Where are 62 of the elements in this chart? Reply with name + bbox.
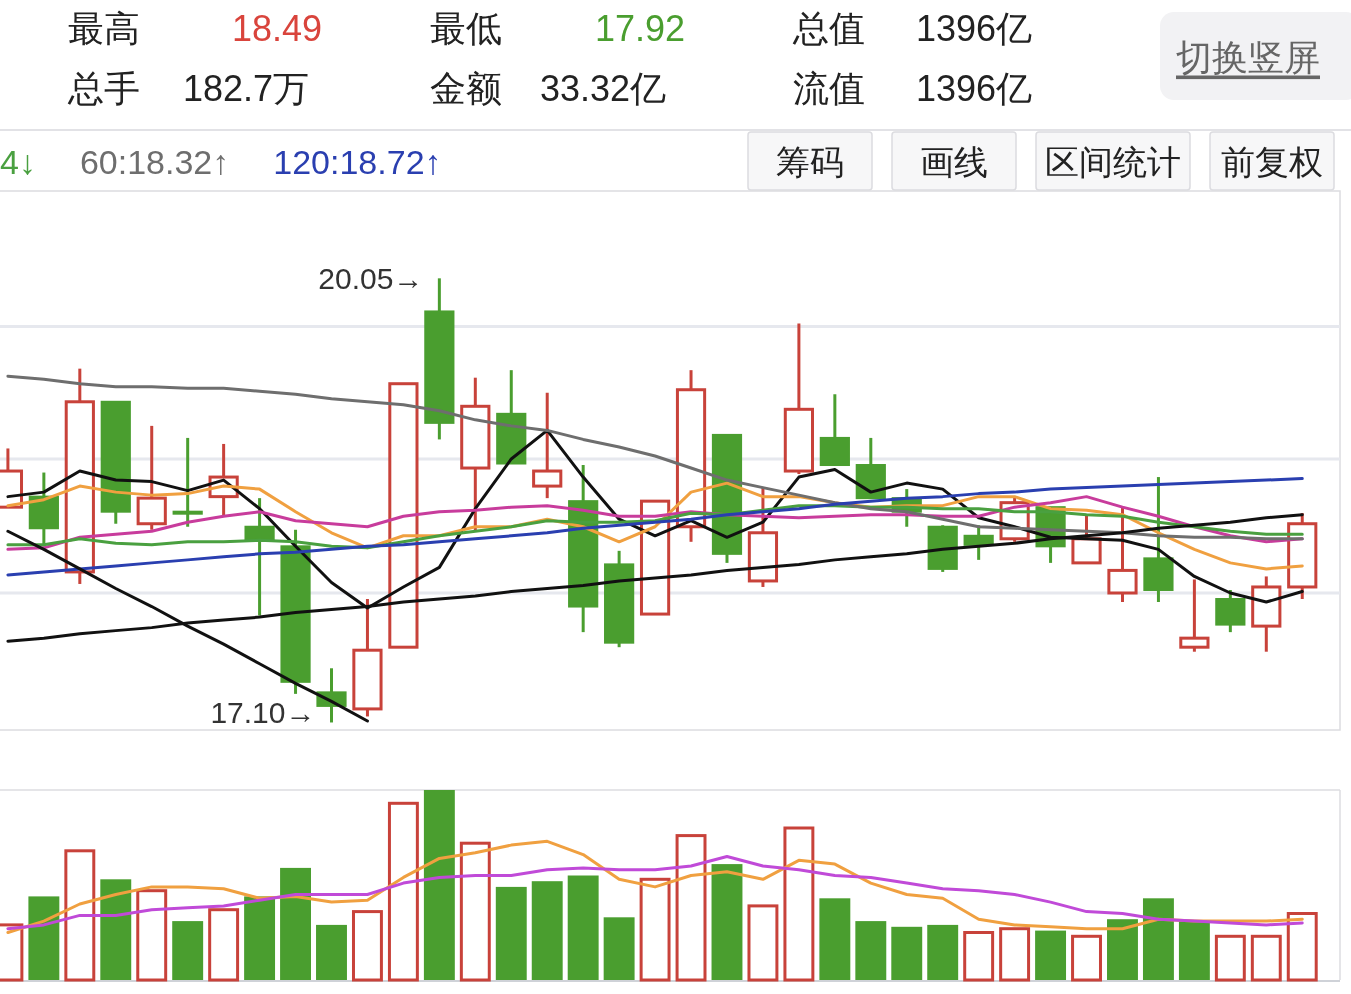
text: 182.7万 [183, 67, 310, 109]
annotation: 20.05→ [318, 261, 424, 295]
annotation: 17.10→ [210, 695, 316, 729]
bar [316, 924, 347, 980]
bar [927, 924, 959, 980]
text: 总值 [792, 7, 865, 49]
bar [100, 879, 132, 980]
text: 切换竖屏 [1176, 36, 1320, 78]
text: 1396亿 [916, 67, 1033, 109]
bar [423, 790, 455, 980]
bar [28, 896, 60, 980]
bar [244, 896, 276, 980]
bar [172, 921, 204, 980]
text: 流值 [793, 67, 865, 109]
text: 金额 [430, 67, 502, 109]
bar [639, 877, 671, 982]
bar [1286, 912, 1318, 982]
bar [280, 867, 311, 980]
candlestick [424, 278, 455, 440]
candlestick [64, 368, 95, 584]
candlestick [1143, 477, 1174, 603]
bar [567, 875, 599, 980]
bar [531, 881, 563, 980]
bar [819, 898, 851, 980]
bar [495, 886, 527, 980]
text: 总手 [67, 67, 140, 109]
text: 最高 [68, 7, 140, 49]
text: 画线 [920, 143, 988, 181]
bar [783, 826, 815, 982]
bar [963, 931, 995, 982]
bar [208, 908, 240, 982]
bar [1250, 934, 1282, 982]
bar [747, 904, 779, 982]
bar [1035, 930, 1067, 980]
text: 区间统计 [1045, 143, 1181, 181]
bar [891, 926, 923, 980]
text: 17.92 [594, 7, 685, 49]
text: 60:18.32↑ [79, 143, 230, 181]
bar [855, 921, 887, 980]
bar [351, 910, 383, 982]
bar [387, 801, 419, 982]
bar [64, 849, 96, 982]
bar [1142, 898, 1174, 980]
text: 120:18.72↑ [273, 143, 442, 181]
text: 33.32亿 [540, 67, 667, 109]
text: 前复权 [1221, 143, 1323, 181]
text: 18.49 [231, 7, 322, 49]
bar [675, 834, 707, 982]
bar [1178, 921, 1210, 980]
text: 1396亿 [916, 7, 1033, 49]
bar [459, 841, 491, 982]
bar [1107, 919, 1138, 980]
bar [1214, 934, 1246, 982]
candlestick [460, 377, 491, 532]
text: 筹码 [776, 143, 844, 181]
bar [1071, 934, 1102, 982]
bar [603, 917, 635, 980]
bar [999, 927, 1031, 982]
text: 最低 [430, 7, 502, 49]
text: 4↓ [0, 143, 36, 181]
bar [711, 864, 743, 980]
bar [136, 889, 168, 982]
